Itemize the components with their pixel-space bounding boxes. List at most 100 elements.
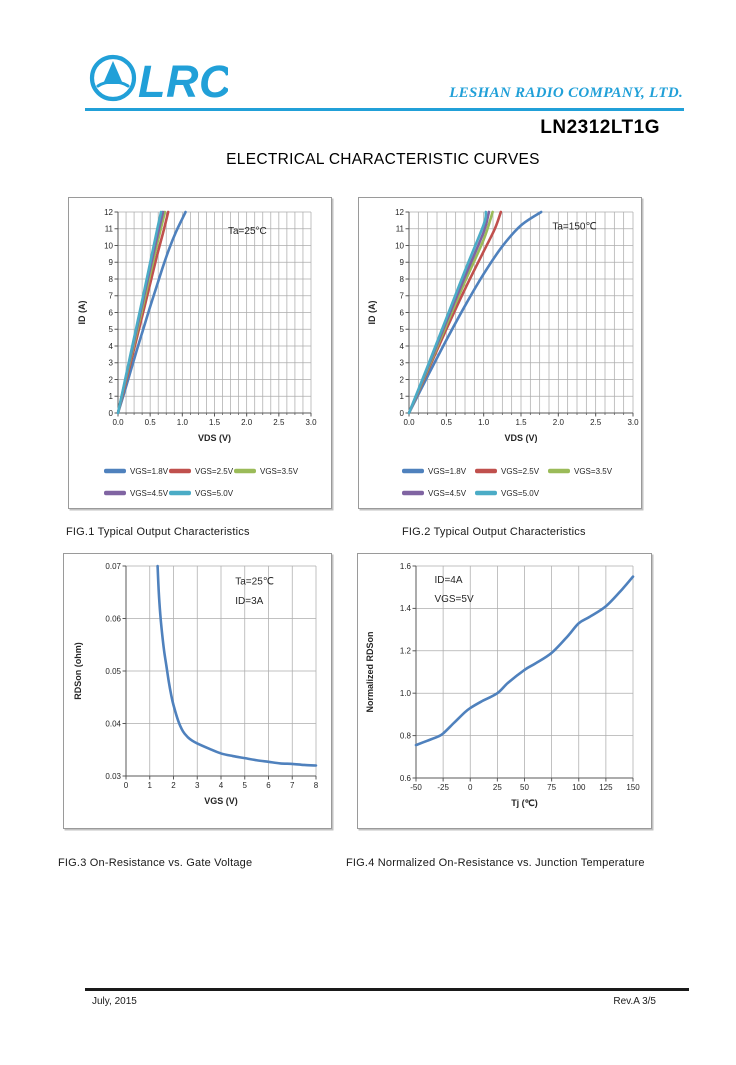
svg-text:0.03: 0.03	[105, 772, 121, 781]
svg-text:VDS (V): VDS (V)	[198, 433, 231, 443]
svg-text:VGS=1.8V: VGS=1.8V	[130, 467, 169, 476]
fig2-chart-canvas: 0.0 0.5 1.0 1.5 2.0 2.5 3.00123456789101112VDS…	[367, 208, 639, 498]
svg-text:3.0: 3.0	[305, 418, 317, 427]
footer-revision: Rev.A 3/5	[613, 996, 656, 1007]
fig4-caption: FIG.4 Normalized On-Resistance vs. Junct…	[346, 857, 645, 869]
svg-text:VGS=4.5V: VGS=4.5V	[130, 489, 169, 498]
svg-text:0: 0	[468, 783, 473, 792]
fig2-caption: FIG.2 Typical Output Characteristics	[402, 526, 586, 538]
svg-text:25: 25	[493, 783, 502, 792]
svg-text:-50: -50	[410, 783, 422, 792]
svg-text:VGS=5.0V: VGS=5.0V	[501, 489, 540, 498]
svg-text:1: 1	[148, 781, 153, 790]
svg-text:150: 150	[626, 783, 640, 792]
svg-text:5: 5	[400, 325, 405, 334]
svg-text:0: 0	[400, 409, 405, 418]
svg-text:VGS (V): VGS (V)	[204, 796, 238, 806]
page-title: ELECTRICAL CHARACTERISTIC CURVES	[226, 151, 540, 168]
svg-text:1: 1	[109, 392, 114, 401]
svg-text:Tj (℃): Tj (℃)	[511, 798, 538, 808]
svg-text:RDSon (ohm): RDSon (ohm)	[73, 642, 83, 700]
svg-text:ID (A): ID (A)	[367, 301, 377, 325]
svg-text:125: 125	[599, 783, 613, 792]
fig2-output-characteristics-150c-chart: 0.0 0.5 1.0 1.5 2.0 2.5 3.0 0 1 2 3 4 5 6 7 8 9 10 11 12 VDS…	[358, 197, 642, 509]
lrc-logo-text: LRC	[138, 56, 228, 106]
header-divider	[85, 108, 684, 111]
svg-text:8: 8	[109, 275, 114, 284]
svg-text:1: 1	[400, 392, 405, 401]
svg-text:Ta=25℃: Ta=25℃	[235, 576, 274, 587]
svg-text:1.5: 1.5	[209, 418, 221, 427]
footer-date: July, 2015	[92, 996, 137, 1007]
svg-text:2.5: 2.5	[273, 418, 285, 427]
lrc-logo: LRC	[89, 54, 228, 106]
svg-text:0.5: 0.5	[441, 418, 453, 427]
svg-text:4: 4	[219, 781, 224, 790]
svg-text:0: 0	[124, 781, 129, 790]
svg-text:6: 6	[109, 308, 114, 317]
fig1-output-characteristics-25c-chart: 0.0 0.5 1.0 1.5 2.0 2.5 3.0 0 1 2 3 4 5 6 7 8 9 10 11 12 VDS…	[68, 197, 332, 509]
svg-text:7: 7	[109, 292, 114, 301]
fig1-caption: FIG.1 Typical Output Characteristics	[66, 526, 250, 538]
svg-text:6: 6	[266, 781, 271, 790]
svg-text:11: 11	[396, 225, 405, 234]
svg-text:2.0: 2.0	[553, 418, 565, 427]
svg-text:0.07: 0.07	[105, 562, 121, 571]
svg-text:0: 0	[109, 409, 114, 418]
lrc-logo-emblem-icon	[89, 54, 137, 102]
svg-text:1.6: 1.6	[400, 562, 412, 571]
svg-text:VGS=1.8V: VGS=1.8V	[428, 467, 467, 476]
svg-text:-25: -25	[437, 783, 449, 792]
svg-text:1.0: 1.0	[177, 418, 189, 427]
svg-text:ID=4A: ID=4A	[434, 575, 462, 586]
svg-text:0.0: 0.0	[403, 418, 415, 427]
svg-text:4: 4	[109, 342, 114, 351]
svg-text:0.8: 0.8	[400, 731, 412, 740]
svg-text:Normalized RDSon: Normalized RDSon	[365, 631, 375, 712]
svg-text:2: 2	[109, 375, 114, 384]
svg-text:1.2: 1.2	[400, 647, 412, 656]
svg-text:9: 9	[400, 258, 405, 267]
svg-text:VGS=3.5V: VGS=3.5V	[574, 467, 613, 476]
svg-text:0.05: 0.05	[105, 667, 121, 676]
footer-divider	[85, 988, 689, 991]
svg-text:2: 2	[400, 375, 405, 384]
svg-text:0.04: 0.04	[105, 719, 121, 728]
svg-text:VGS=5.0V: VGS=5.0V	[195, 489, 234, 498]
svg-text:0.0: 0.0	[112, 418, 124, 427]
svg-text:10: 10	[104, 241, 113, 250]
svg-text:ID (A): ID (A)	[77, 301, 87, 325]
svg-text:2.5: 2.5	[590, 418, 602, 427]
part-number: LN2312LT1G	[540, 117, 660, 138]
svg-text:VGS=3.5V: VGS=3.5V	[260, 467, 299, 476]
company-name: LESHAN RADIO COMPANY, LTD.	[449, 85, 683, 101]
fig1-chart-canvas: 0.0 0.5 1.0 1.5 2.0 2.5 3.00123456789101112VDS…	[77, 208, 317, 498]
svg-text:VGS=5V: VGS=5V	[434, 594, 474, 605]
svg-text:11: 11	[105, 225, 114, 234]
svg-text:ID=3A: ID=3A	[235, 596, 263, 607]
svg-text:3: 3	[400, 359, 405, 368]
svg-text:VGS=2.5V: VGS=2.5V	[501, 467, 540, 476]
svg-text:12: 12	[395, 208, 404, 217]
svg-text:0.06: 0.06	[105, 614, 121, 623]
svg-text:VGS=4.5V: VGS=4.5V	[428, 489, 467, 498]
svg-text:0.5: 0.5	[145, 418, 157, 427]
svg-text:12: 12	[104, 208, 113, 217]
svg-text:1.4: 1.4	[400, 604, 412, 613]
svg-text:50: 50	[520, 783, 529, 792]
svg-text:1.0: 1.0	[478, 418, 490, 427]
svg-text:6: 6	[400, 308, 405, 317]
svg-text:9: 9	[109, 258, 114, 267]
svg-text:1.5: 1.5	[515, 418, 527, 427]
svg-text:8: 8	[400, 275, 405, 284]
fig4-normalized-rdson-vs-tj-chart: -50 -25 0 25 50 75 100 125 150 0.6 0.8 1.0 1.2 1.4 1.6…	[357, 553, 652, 829]
fig3-caption: FIG.3 On-Resistance vs. Gate Voltage	[58, 857, 253, 869]
svg-text:2: 2	[171, 781, 176, 790]
svg-text:3.0: 3.0	[627, 418, 639, 427]
svg-text:3: 3	[195, 781, 200, 790]
svg-text:8: 8	[314, 781, 319, 790]
fig4-chart-canvas: -50 -25 0 25 50 75 100 125 150 0.6 0.8 1.0 1.2 1.4 1.6…	[365, 562, 640, 808]
svg-text:5: 5	[243, 781, 248, 790]
svg-text:3: 3	[109, 359, 114, 368]
